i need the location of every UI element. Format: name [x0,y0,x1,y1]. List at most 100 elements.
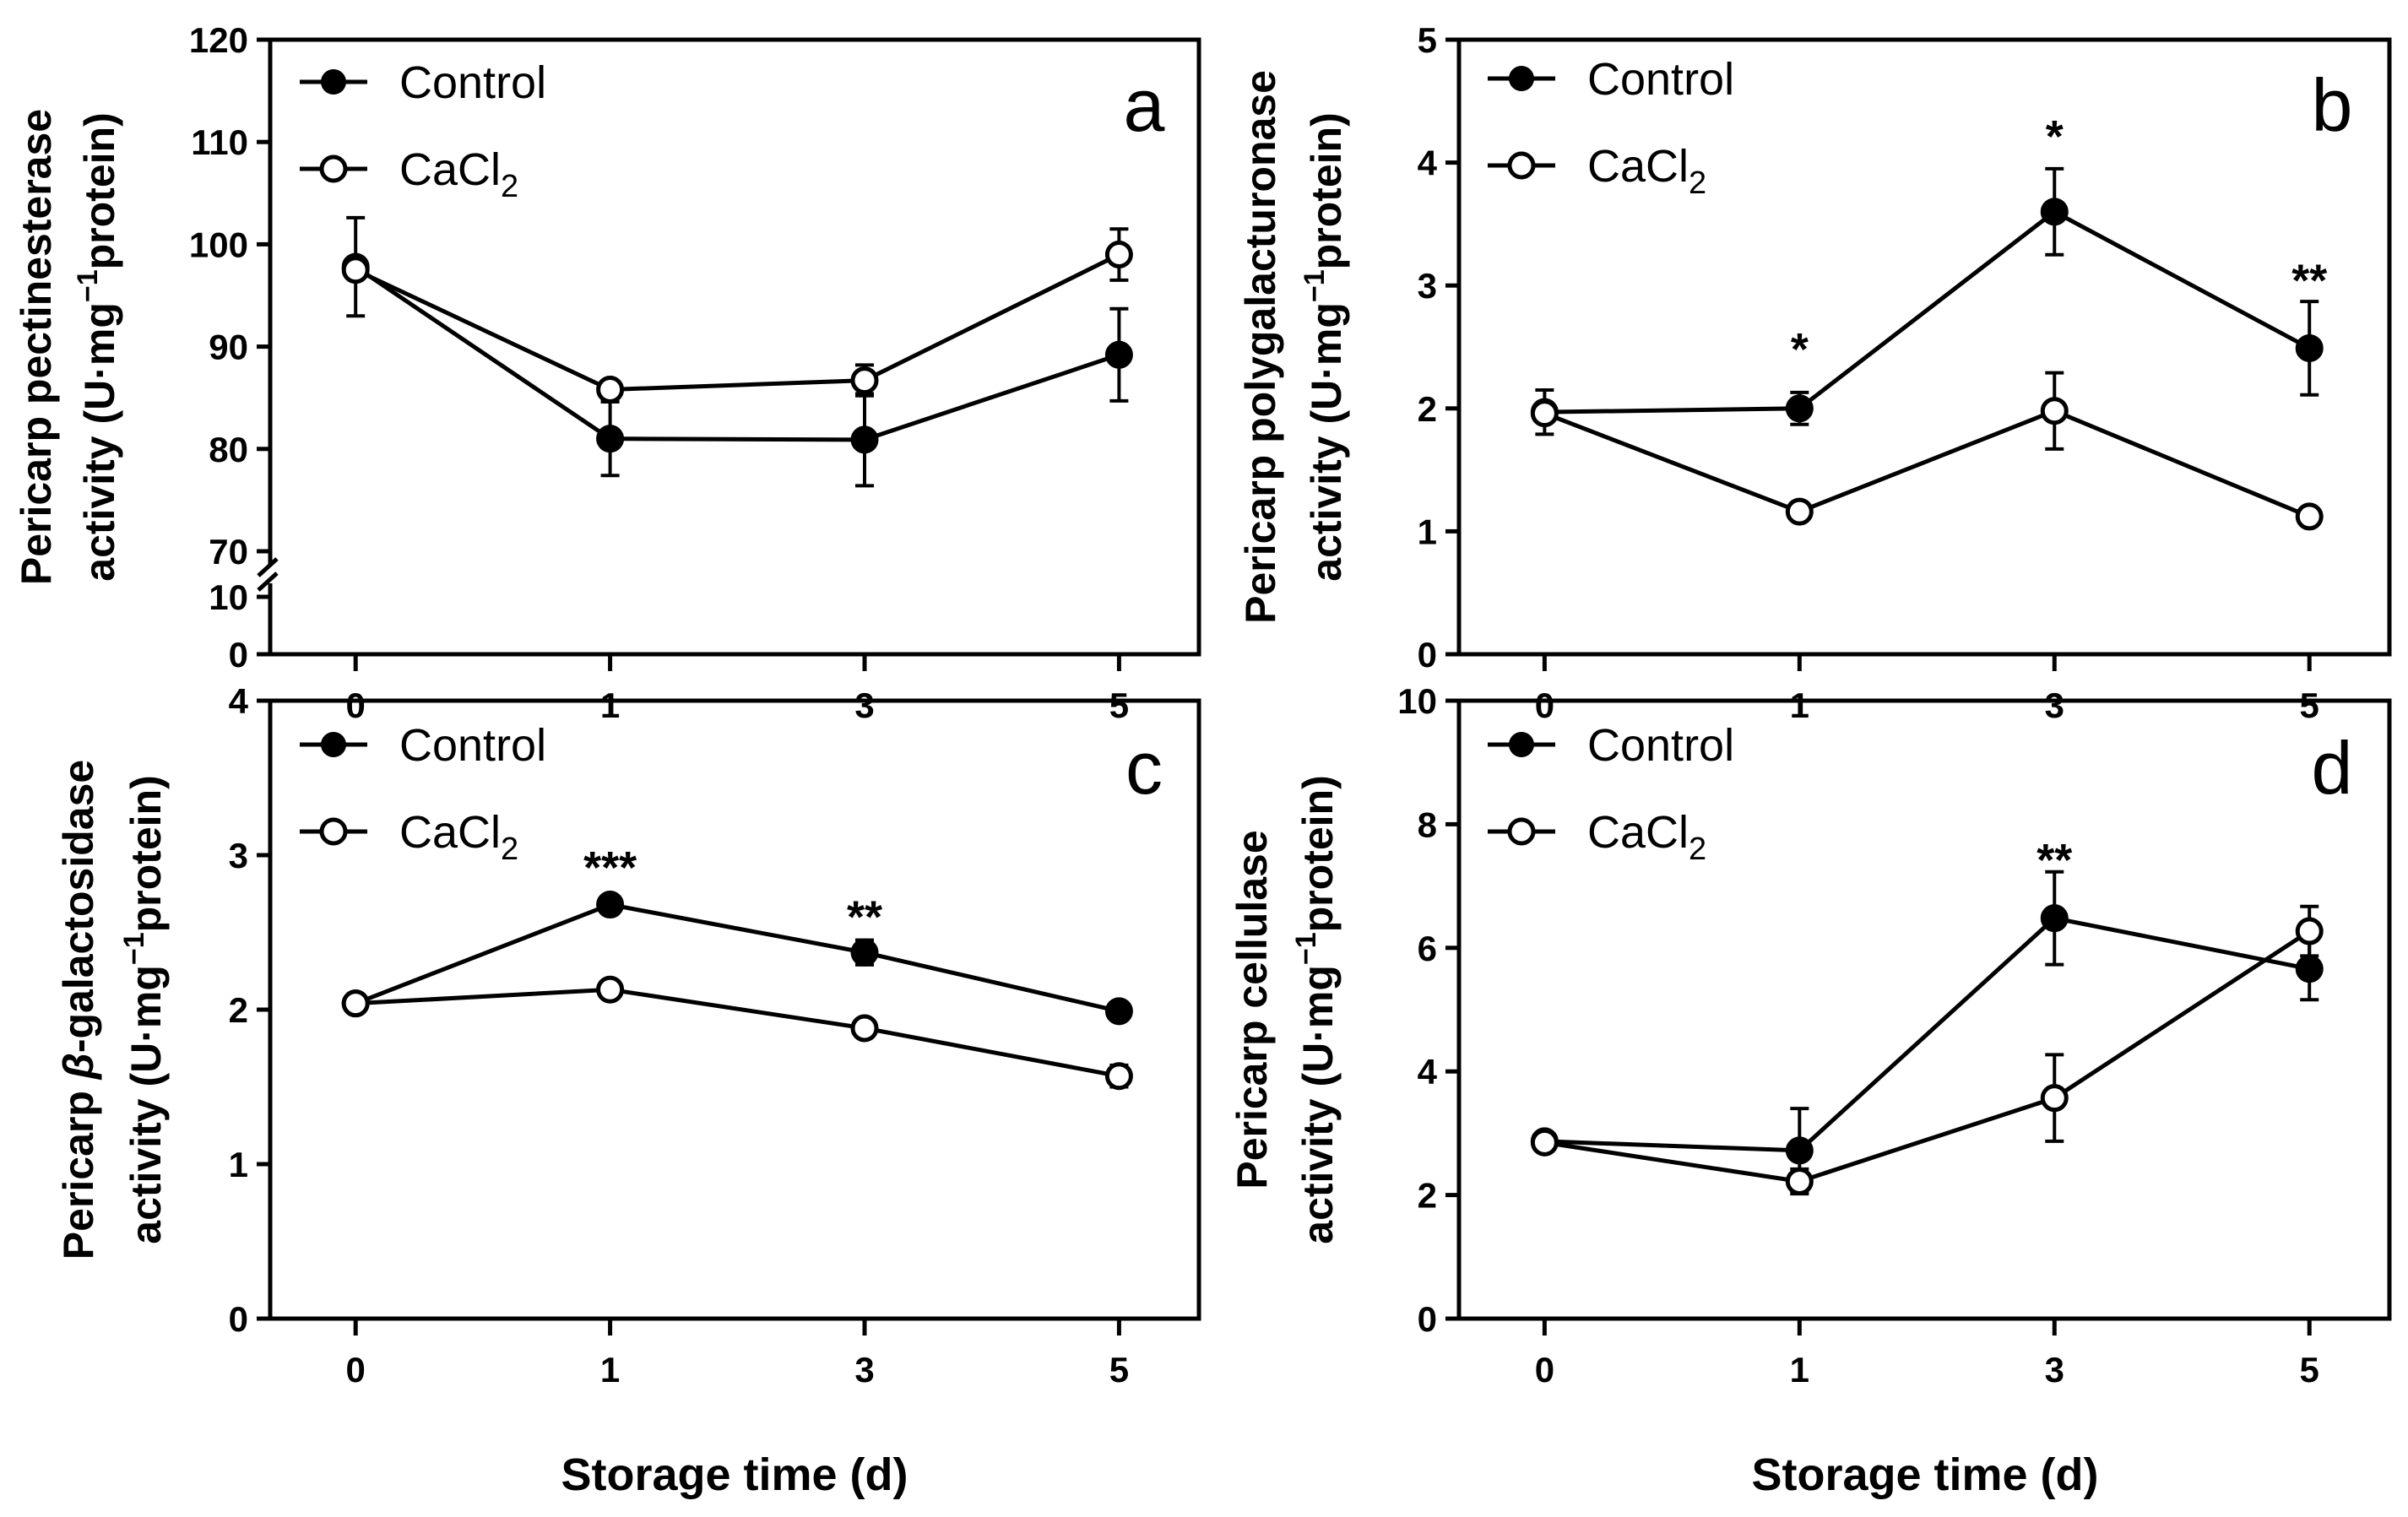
y-tick-label: 70 [209,532,248,572]
series-control [341,891,1133,1026]
y-tick-label: 1 [229,1145,248,1184]
data-point [2295,917,2324,945]
series-line [1544,915,2310,1153]
legend-marker [321,732,346,757]
legend: Control CaCl2 [300,720,546,867]
y-tick-label: 110 [191,122,248,162]
y-axis-label-line2: activity (U·mg−1protein) [72,112,123,581]
x-tick-label: 0 [346,685,366,725]
data-point [1530,399,1559,428]
y-tick-label: 80 [209,430,248,469]
legend-label: Control [399,57,546,108]
legend-label: CaCl2 [399,144,518,204]
data-point [2040,397,2069,425]
y-tick-label: 6 [1418,929,1437,968]
x-tick-label: 3 [854,685,874,725]
y-label-superscript: −1 [72,269,104,302]
data-point [1104,997,1133,1026]
y-axis-label-line1: Pericarp polygalacturonase [1237,70,1284,624]
legend-text-part: CaCl [1587,141,1689,192]
y-label-part: protein) [76,112,123,269]
data-point [341,256,370,284]
legend-label: CaCl2 [1587,141,1706,201]
y-tick-label: 120 [189,20,248,60]
data-point [1104,1062,1133,1091]
x-tick-label: 0 [1535,1350,1554,1390]
panel-b: 0 1 2 3 4 5 0 1 3 5 Pericarp polygalacturonase acti… [1237,20,2392,725]
data-point [1785,1167,1814,1195]
legend-label: Control [399,720,546,771]
data-point [850,425,879,454]
plot-frame [1456,37,2392,657]
significance-mark: ** [2036,835,2072,886]
plot-frame [1456,698,2392,1321]
legend-subscript: 2 [501,169,518,204]
y-tick-label: 0 [1418,635,1437,675]
panel-letter: a [1124,63,1165,147]
legend-label: Control [1587,720,1734,771]
y-tick-label: 0 [1418,1299,1437,1339]
x-tick-label: 3 [2045,685,2064,725]
data-point [596,975,625,1004]
y-label-greek: β [55,1053,102,1081]
data-point [2295,502,2324,531]
y-label-part: activity (U·mg [1294,965,1342,1244]
x-tick-label: 5 [2300,685,2319,725]
significance-mark: *** [583,842,637,893]
series-cacl2 [341,227,1133,404]
x-tick-label: 5 [2300,1350,2319,1390]
y-tick-label: 5 [1418,20,1437,60]
legend-subscript: 2 [1689,165,1706,201]
data-point [1104,340,1133,369]
data-point [2040,1084,2069,1113]
legend-label: CaCl2 [1587,807,1706,867]
y-tick-label: 10 [1397,681,1437,721]
x-tick-label: 0 [1535,685,1554,725]
legend-label: Control [1587,54,1734,105]
y-label-superscript: −1 [1290,932,1322,965]
series-line [1543,409,2311,519]
series-line [1544,209,2311,414]
y-tick-label: 2 [1418,389,1437,429]
legend-marker [1509,66,1534,91]
y-label-part: protein) [122,775,170,932]
series-control [1530,870,2324,1195]
axis-break-mark [257,572,279,592]
y-axis-label-line2: activity (U·mg−1protein) [118,775,170,1243]
legend-subscript: 2 [1689,832,1706,867]
y-tick-label: 0 [229,635,248,675]
axis-break-mark [257,557,279,577]
legend: Control CaCl2 [300,57,546,204]
data-point [596,891,625,919]
y-label-part: activity (U·mg [122,965,170,1244]
panel-letter: b [2312,63,2353,147]
x-tick-label: 5 [1109,685,1129,725]
y-tick-label: 2 [1418,1176,1437,1216]
data-point [1785,497,1814,526]
panel-letter: c [1125,726,1163,810]
y-label-part: protein) [1303,112,1350,269]
x-axis-label-right: Storage time (d) [1751,1449,2098,1500]
data-point [1785,394,1814,423]
y-tick-label: 90 [209,328,248,367]
series-cacl2 [1530,904,2324,1196]
data-point [1530,1128,1559,1157]
y-axis-label-line1: Pericarp β-galactosidase [55,760,102,1260]
x-tick-label: 5 [1109,1350,1129,1390]
series-cacl2 [1530,371,2324,531]
x-tick-label: 1 [600,685,620,725]
series-line [354,264,1120,442]
y-label-part: activity (U·mg [76,302,123,582]
y-tick-label: 0 [229,1299,248,1339]
legend-label: CaCl2 [399,807,518,867]
data-point [596,376,625,404]
legend: Control CaCl2 [1488,54,1734,201]
series-control [341,215,1133,488]
series-line [355,902,1120,1014]
y-label-part: Pericarp [55,1079,102,1260]
y-tick-label: 4 [1418,144,1438,183]
legend-marker [1509,732,1534,757]
legend-subscript: 2 [501,832,518,867]
